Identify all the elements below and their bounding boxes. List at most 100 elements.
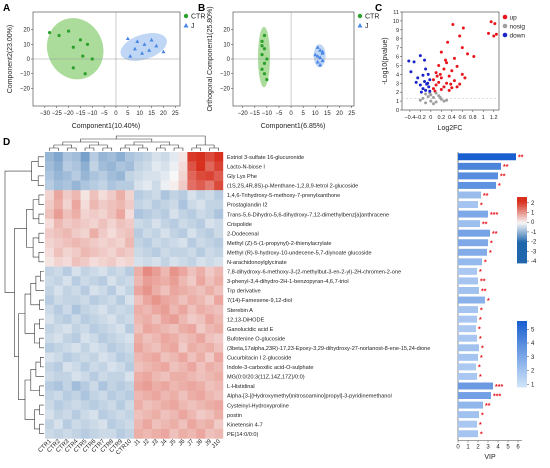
heat-legend-step xyxy=(517,215,527,218)
dendrogram-branch xyxy=(196,144,215,148)
heatmap-cell xyxy=(178,390,188,401)
heatmap-cell xyxy=(80,400,90,411)
vip-legend-step xyxy=(517,321,527,324)
vip-legend-step xyxy=(517,383,527,386)
heatmap-cell xyxy=(160,362,170,372)
heatmap-cell xyxy=(196,304,206,315)
heatmap-cell xyxy=(187,190,197,200)
vip-bar xyxy=(458,153,516,161)
heatmap-cell xyxy=(187,209,197,220)
heatmap-cell xyxy=(98,180,108,191)
heatmap-cell xyxy=(160,409,170,420)
heatmap-cell xyxy=(98,371,108,382)
heatmap-cell xyxy=(151,180,161,191)
heat-legend-step xyxy=(517,210,527,213)
panel-c-frame xyxy=(401,11,500,111)
x-tick-label: −15 xyxy=(75,111,86,117)
heatmap-cell xyxy=(160,218,170,229)
heatmap-cell xyxy=(187,228,197,239)
up-point xyxy=(442,67,446,71)
heatmap-cell xyxy=(45,190,55,200)
heatmap-cell xyxy=(151,171,161,181)
heatmap-cell xyxy=(89,419,99,430)
heatmap-cell xyxy=(151,266,161,277)
nosig-point xyxy=(418,98,422,102)
heatmap-cell xyxy=(98,199,108,210)
vip-bar xyxy=(458,306,478,314)
vip-legend-step xyxy=(517,373,527,376)
legend-ctr-marker xyxy=(357,13,363,19)
heatmap-cell xyxy=(187,218,197,229)
vip-bar xyxy=(458,267,477,275)
heatmap-cell xyxy=(125,152,135,162)
heatmap-cell xyxy=(71,362,81,372)
x-tick-label: 5 xyxy=(302,111,306,117)
heatmap-cell xyxy=(169,409,179,420)
heatmap-cell xyxy=(98,190,108,200)
significance-stars: *** xyxy=(490,212,498,219)
heatmap-cell xyxy=(196,180,206,191)
heatmap-cell xyxy=(196,295,206,305)
heatmap-cell xyxy=(62,209,72,220)
up-point xyxy=(455,64,459,68)
dendrogram-branch xyxy=(62,141,99,145)
nosig-point xyxy=(429,99,433,103)
heatmap-cell xyxy=(116,266,126,277)
heatmap-cell xyxy=(53,180,63,191)
heatmap-cell xyxy=(151,218,161,229)
y-tick-label: 10 xyxy=(393,19,399,25)
column-label: J1 xyxy=(133,438,142,447)
heatmap-cell xyxy=(178,199,188,210)
heatmap-cell xyxy=(98,257,108,267)
down-point xyxy=(414,80,418,84)
j-point xyxy=(313,52,318,57)
vip-legend-step xyxy=(517,340,527,343)
y-tick-label: 9 xyxy=(396,28,399,34)
heatmap-cell xyxy=(53,390,63,401)
heatmap-cell xyxy=(160,257,170,267)
heatmap-cell xyxy=(142,152,152,162)
heatmap-cell xyxy=(160,190,170,200)
heatmap-cell xyxy=(134,180,144,191)
heatmap-cell xyxy=(187,314,197,325)
heatmap-cell xyxy=(214,323,224,334)
heatmap-cell xyxy=(142,333,152,344)
row-label: 7,8-dihydroxy-6-methoxy-3-(2-methylbut-3… xyxy=(227,270,401,276)
y-tick-label: 7 xyxy=(396,46,399,52)
up-point xyxy=(494,32,498,36)
heatmap-cell xyxy=(116,314,126,325)
heatmap-cell xyxy=(45,237,55,248)
heatmap-cell xyxy=(151,257,161,267)
heatmap-cell xyxy=(169,209,179,220)
up-point xyxy=(447,88,451,92)
heatmap-cell xyxy=(98,161,108,172)
heatmap-cell xyxy=(214,276,224,286)
heatmap-cell xyxy=(205,247,215,258)
heatmap-cell xyxy=(45,171,55,181)
heatmap-cell xyxy=(125,237,135,248)
heatmap-cell xyxy=(169,257,179,267)
dendrogram-branch xyxy=(49,147,59,151)
heatmap-cell xyxy=(160,237,170,248)
row-label: Ganolucidic acid E xyxy=(227,327,274,333)
heatmap-cell xyxy=(80,323,90,334)
heatmap-cell xyxy=(45,247,55,258)
heatmap-cell xyxy=(53,257,63,267)
heatmap-cell xyxy=(160,228,170,239)
heatmap-cell xyxy=(53,266,63,277)
row-label: Alpha-[3-[(Hydroxymethyl)nitrosoamino]pr… xyxy=(227,394,392,400)
heatmap-cell xyxy=(125,190,135,200)
heatmap-cell xyxy=(53,314,63,325)
heatmap-cell xyxy=(151,314,161,325)
ctr-point xyxy=(260,52,264,57)
vip-bar xyxy=(458,258,482,266)
down-point xyxy=(421,87,425,91)
heatmap-cell xyxy=(107,228,117,239)
heatmap-cell xyxy=(71,428,81,439)
heatmap-cell xyxy=(169,314,179,325)
heatmap-cell xyxy=(116,390,126,401)
heatmap-cell xyxy=(169,428,179,439)
heatmap-cell xyxy=(125,390,135,401)
significance-stars: * xyxy=(478,365,481,372)
j-confidence-ellipse xyxy=(120,33,167,61)
